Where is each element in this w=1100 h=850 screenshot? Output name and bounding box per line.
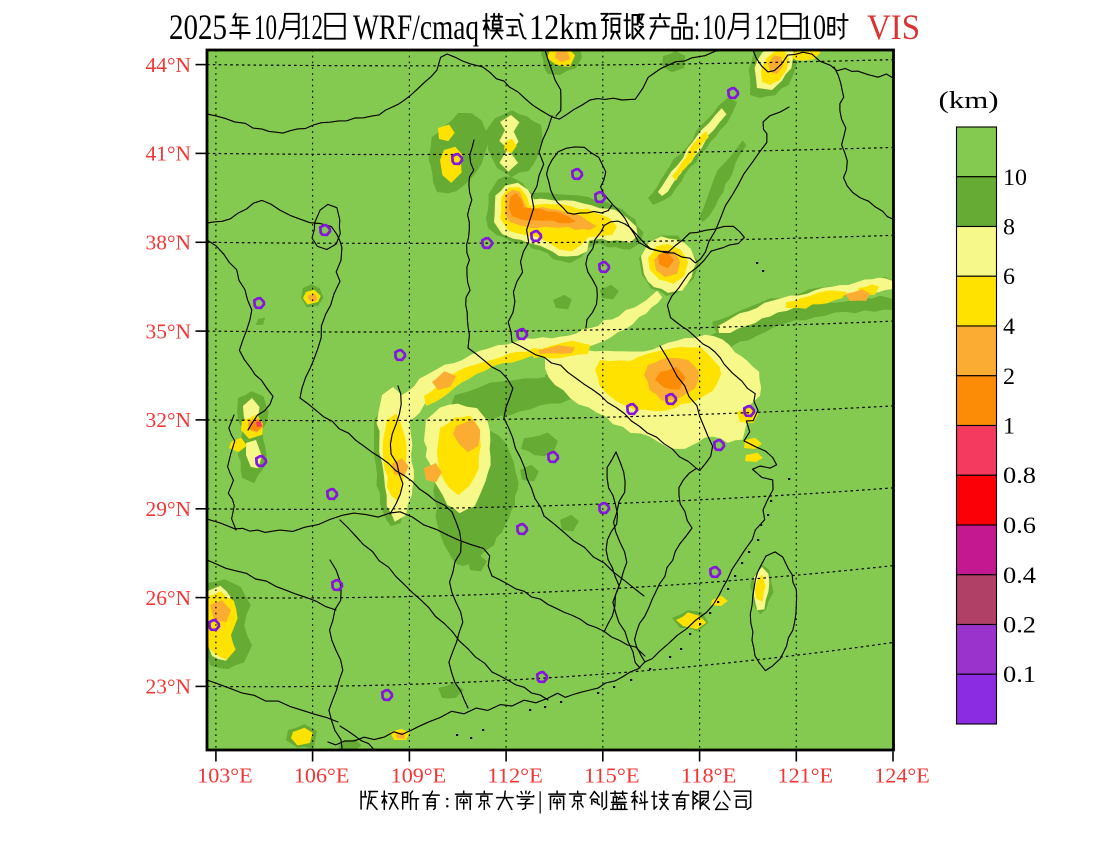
svg-text:44°N: 44°N: [146, 53, 192, 77]
svg-text:10: 10: [702, 7, 726, 47]
svg-text:121°E: 121°E: [778, 764, 834, 788]
svg-text:|: |: [538, 789, 543, 815]
svg-text:2: 2: [1003, 364, 1015, 389]
svg-text:109°E: 109°E: [391, 764, 447, 788]
svg-text:0.6: 0.6: [1003, 513, 1036, 538]
svg-text::: :: [444, 789, 450, 813]
svg-text:6: 6: [1003, 264, 1015, 289]
svg-text:38°N: 38°N: [146, 231, 192, 255]
svg-text:12: 12: [754, 7, 778, 47]
svg-text:1: 1: [1003, 414, 1015, 439]
svg-text:124°E: 124°E: [874, 764, 930, 788]
svg-text:32°N: 32°N: [146, 408, 192, 432]
svg-text:(km): (km): [939, 87, 999, 114]
svg-text:26°N: 26°N: [146, 586, 192, 610]
svg-text:29°N: 29°N: [146, 497, 192, 521]
svg-text:4: 4: [1003, 314, 1016, 339]
svg-text:103°E: 103°E: [197, 764, 253, 788]
svg-text:10: 10: [1003, 165, 1027, 190]
svg-text:8: 8: [1003, 215, 1015, 240]
svg-text::: :: [694, 7, 700, 47]
svg-text:23°N: 23°N: [146, 675, 192, 699]
svg-text:0.1: 0.1: [1003, 662, 1036, 687]
svg-text:12km: 12km: [529, 7, 598, 47]
svg-text:10: 10: [800, 7, 826, 47]
svg-text:112°E: 112°E: [487, 764, 543, 788]
svg-text:2025: 2025: [169, 7, 227, 47]
svg-text:10: 10: [254, 7, 277, 47]
svg-text:WRF/cmaq: WRF/cmaq: [353, 7, 479, 47]
svg-text:106°E: 106°E: [294, 764, 350, 788]
svg-text:118°E: 118°E: [681, 764, 737, 788]
svg-text:0.2: 0.2: [1003, 613, 1036, 638]
svg-text:41°N: 41°N: [146, 142, 192, 166]
svg-text:VIS: VIS: [867, 7, 920, 47]
svg-text:12: 12: [300, 7, 323, 47]
svg-text:115°E: 115°E: [584, 764, 640, 788]
svg-text:0.8: 0.8: [1003, 463, 1036, 488]
svg-text:35°N: 35°N: [146, 319, 192, 343]
svg-text:0.4: 0.4: [1003, 563, 1037, 588]
